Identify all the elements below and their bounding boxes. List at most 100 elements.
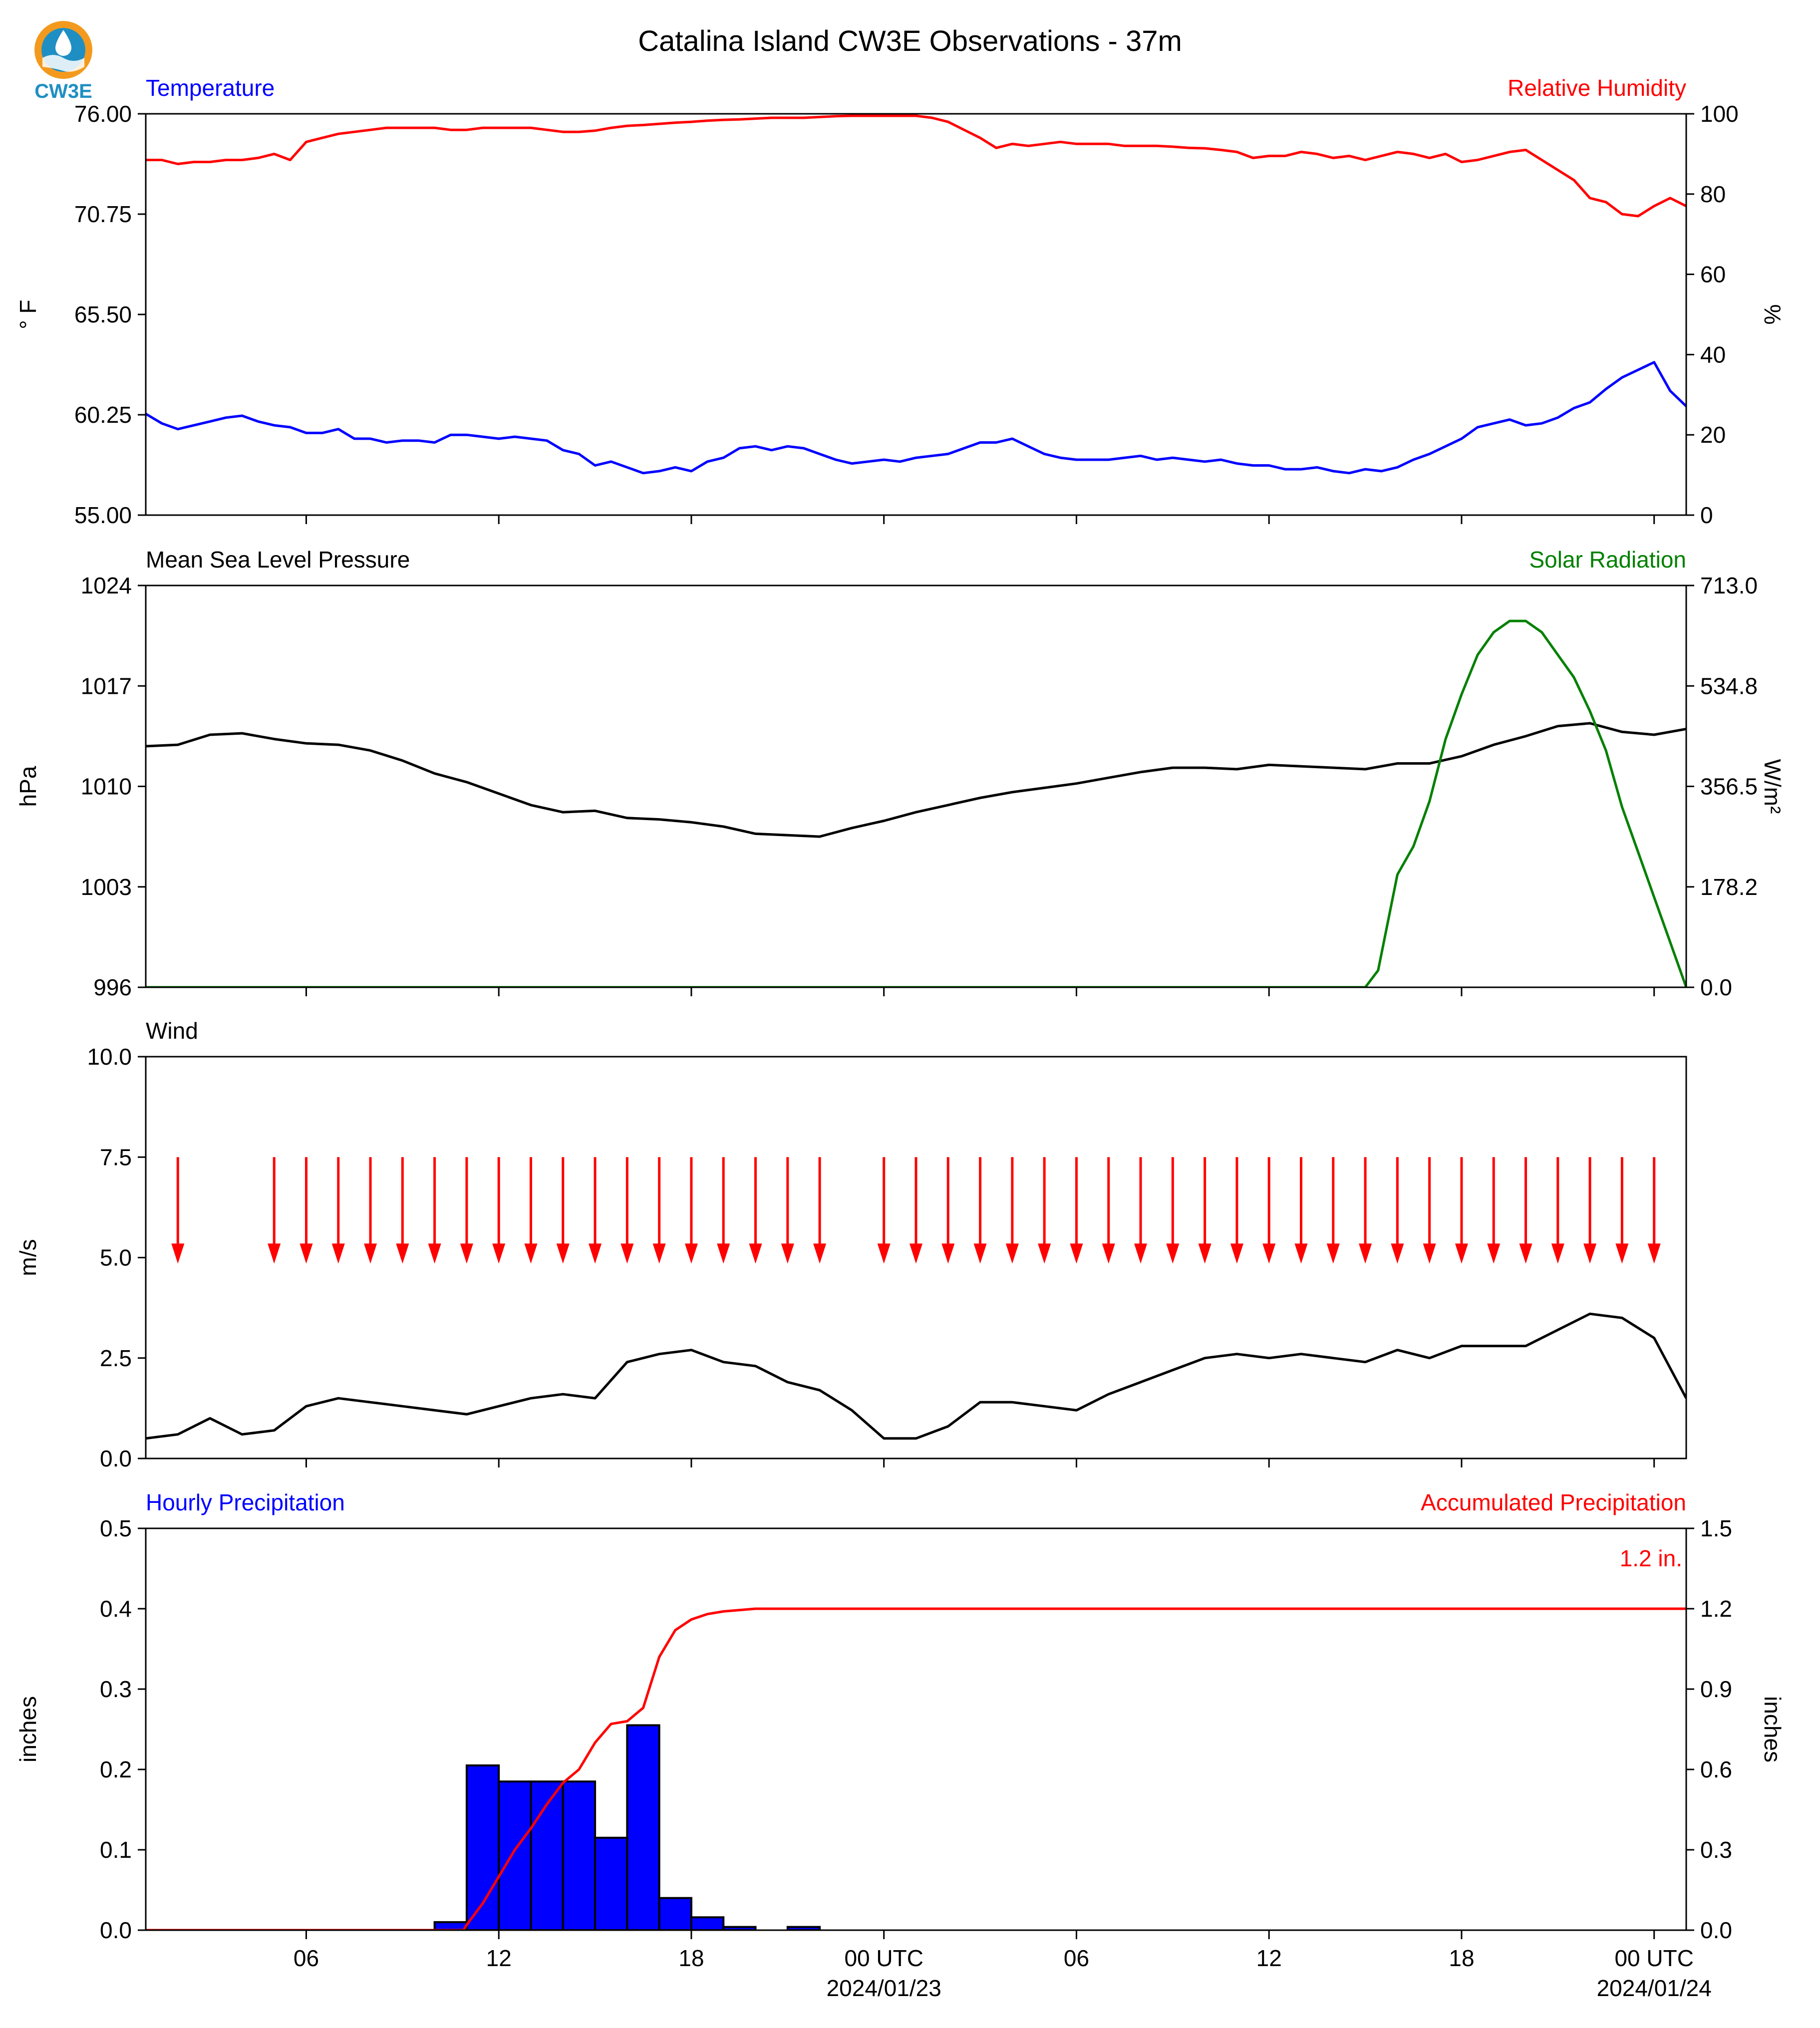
y-tick-label-left: 0.0 [100, 1446, 132, 1471]
y-axis-label-right: W/m² [1760, 759, 1786, 814]
y-tick-label-right: 356.5 [1700, 774, 1758, 800]
y-tick-label-right: 0.0 [1700, 1917, 1732, 1943]
chart-panel-1: Temperature Relative Humidity 55.00 60.25 65… [15, 75, 1786, 528]
wind-arrow-head [556, 1243, 570, 1264]
y-tick-label-right: 0 [1700, 502, 1713, 528]
wind-arrow-head [171, 1243, 185, 1264]
y-tick-label-right: 0.9 [1700, 1676, 1732, 1702]
wind-arrow-head [1551, 1243, 1564, 1264]
wind-arrow-head [1038, 1243, 1051, 1264]
y-tick-label-left: 0.0 [100, 1917, 132, 1943]
precip-bar [658, 1897, 692, 1930]
wind-arrow-head [589, 1243, 602, 1264]
wind-arrow-head [1615, 1243, 1629, 1264]
precip-bar [786, 1926, 821, 1930]
wind-arrow-head [1230, 1243, 1243, 1264]
logo-wave [42, 55, 84, 72]
wind-arrow-head [1166, 1243, 1180, 1264]
wind-arrow-head [1391, 1243, 1404, 1264]
y-axis-label-left: inches [15, 1696, 41, 1762]
y-tick-label-left: 65.50 [74, 301, 132, 327]
y-tick-label-left: 0.1 [100, 1837, 132, 1863]
wind-arrow-head [1455, 1243, 1468, 1264]
y-tick-label-left: 70.75 [74, 201, 132, 227]
y-tick-label-right: 80 [1700, 181, 1726, 207]
wind-arrow-head [684, 1243, 698, 1264]
wind-arrow-head [1519, 1243, 1532, 1264]
y-tick-label-right: 100 [1700, 101, 1739, 127]
y-tick-label-left: 76.00 [74, 101, 132, 127]
wind-arrow-head [1262, 1243, 1276, 1264]
panel-title-right: Accumulated Precipitation [1421, 1489, 1686, 1515]
logo-text: CW3E [34, 80, 92, 101]
relative-humidity-line [146, 114, 1686, 218]
y-tick-label-left: 1024 [81, 573, 132, 598]
y-tick-label-left: 5.0 [100, 1245, 132, 1271]
wind-arrow-head [1583, 1243, 1597, 1264]
x-tick-label: 00 UTC [844, 1945, 923, 1971]
solar-radiation-line [146, 619, 1686, 987]
y-tick-label-right: 534.8 [1700, 673, 1758, 699]
y-axis-label-right: % [1760, 304, 1786, 325]
panel-title-left: Hourly Precipitation [146, 1489, 345, 1515]
y-tick-label-left: 996 [93, 974, 132, 1000]
chart-panel-2: Mean Sea Level Pressure Solar Radiation 99… [15, 547, 1786, 1000]
y-tick-label-left: 60.25 [74, 402, 132, 428]
chart-panels: Temperature Relative Humidity 55.00 60.25 65… [15, 75, 1786, 2001]
x-tick-date-label: 2024/01/24 [1597, 1975, 1712, 2001]
y-tick-label-right: 0.0 [1700, 974, 1732, 1000]
mean-sea-level-pressure-line [146, 722, 1686, 838]
x-tick-label: 18 [678, 1945, 704, 1971]
panel-title-left: Temperature [146, 75, 275, 101]
x-tick-label: 00 UTC [1614, 1945, 1693, 1971]
wind-arrow-head [524, 1243, 538, 1264]
panel-title-right: Relative Humidity [1508, 75, 1686, 101]
wind-arrow-head [1198, 1243, 1212, 1264]
y-tick-label-right: 1.2 [1700, 1596, 1732, 1622]
wind-arrow-head [620, 1243, 634, 1264]
y-tick-label-left: 10.0 [87, 1044, 132, 1070]
wind-speed-line [146, 1312, 1686, 1440]
y-tick-label-left: 0.2 [100, 1756, 132, 1782]
panel-data [146, 114, 1686, 475]
x-tick-date-label: 2024/01/23 [827, 1975, 941, 2001]
y-tick-label-left: 55.00 [74, 502, 132, 528]
y-tick-label-left: 0.5 [100, 1515, 132, 1541]
precip-bar [722, 1926, 757, 1930]
y-tick-label-left: 1017 [81, 673, 132, 699]
x-tick-label: 18 [1449, 1945, 1474, 1971]
x-tick-label: 12 [486, 1945, 512, 1971]
chart-panel-4: Hourly Precipitation Accumulated Precipit… [15, 1489, 1786, 2001]
wind-arrow-head [910, 1243, 922, 1264]
wind-arrow-head [300, 1243, 313, 1264]
wind-arrow-head [460, 1243, 473, 1264]
panel-frame [145, 1527, 1687, 1931]
panel-frame [145, 1056, 1687, 1459]
precip-bar [594, 1836, 628, 1930]
wind-arrow-head [717, 1243, 730, 1264]
logo-drop-icon [55, 30, 71, 56]
y-axis-label-right: inches [1760, 1696, 1786, 1762]
precip-bar [626, 1724, 660, 1930]
panel-data [146, 619, 1686, 987]
wind-arrow-head [1326, 1243, 1340, 1264]
y-tick-label-right: 40 [1700, 341, 1726, 367]
wind-arrow-head [813, 1243, 827, 1264]
panel-data [146, 1312, 1686, 1440]
y-tick-label-left: 0.4 [100, 1596, 132, 1622]
panel-title-right: Solar Radiation [1529, 547, 1686, 573]
precip-bar [690, 1916, 725, 1930]
wind-arrow-head [492, 1243, 506, 1264]
wind-arrow-head [1423, 1243, 1436, 1264]
wind-arrow-head [396, 1243, 409, 1264]
x-tick-label: 06 [294, 1945, 319, 1971]
precip-bar [562, 1780, 597, 1930]
wind-arrow-head [781, 1243, 794, 1264]
wind-arrow-head [1487, 1243, 1501, 1264]
y-tick-label-left: 0.3 [100, 1676, 132, 1702]
wind-arrow-head [973, 1243, 987, 1264]
y-tick-label-left: 2.5 [100, 1345, 132, 1371]
wind-arrow-head [877, 1243, 891, 1264]
wind-arrow-head [1294, 1243, 1308, 1264]
